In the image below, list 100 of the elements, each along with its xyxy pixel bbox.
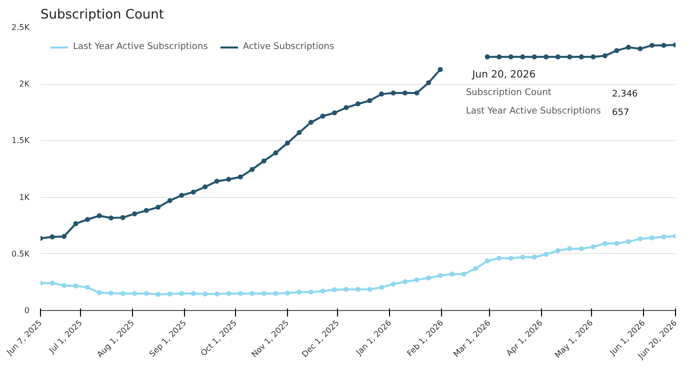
point xyxy=(484,258,490,264)
point xyxy=(379,92,384,97)
point xyxy=(284,140,290,146)
point xyxy=(50,280,55,286)
point xyxy=(661,234,666,240)
legend-label: Last Year Active Subscriptions xyxy=(73,42,208,52)
point xyxy=(62,234,67,239)
point xyxy=(578,54,584,60)
point xyxy=(438,273,443,278)
point xyxy=(190,291,196,296)
point xyxy=(156,292,161,297)
point xyxy=(202,291,208,296)
point xyxy=(390,282,396,287)
point xyxy=(120,291,126,296)
point xyxy=(661,42,666,48)
point xyxy=(450,272,455,277)
point xyxy=(344,286,349,292)
point xyxy=(614,48,620,54)
point xyxy=(344,105,349,110)
point xyxy=(414,277,420,282)
point xyxy=(649,235,654,240)
point xyxy=(426,276,432,281)
point xyxy=(638,46,643,52)
annotation: 2,346 xyxy=(612,90,638,100)
point xyxy=(50,234,55,240)
point xyxy=(379,284,384,290)
point xyxy=(426,80,432,86)
point xyxy=(108,216,114,221)
point xyxy=(202,184,208,190)
annotation: Jun 20, 2026 xyxy=(471,70,536,81)
point xyxy=(284,290,290,296)
y-tick-label: 1K xyxy=(19,192,30,202)
point xyxy=(414,90,420,96)
point xyxy=(214,178,220,184)
point xyxy=(638,236,643,242)
point xyxy=(320,288,326,294)
point xyxy=(484,54,490,60)
point xyxy=(73,283,78,288)
chart-title: Subscription Count xyxy=(40,8,164,22)
point xyxy=(508,54,514,60)
point xyxy=(590,54,596,60)
point xyxy=(273,150,278,156)
point xyxy=(250,166,255,172)
point xyxy=(273,291,278,296)
point xyxy=(226,291,232,296)
point xyxy=(62,282,67,288)
point xyxy=(555,54,560,60)
point xyxy=(555,248,560,254)
point xyxy=(85,284,90,290)
point xyxy=(296,130,302,136)
point xyxy=(532,54,537,60)
point xyxy=(544,54,549,60)
point xyxy=(190,190,196,195)
point xyxy=(544,252,549,257)
y-tick-label: 2.5K xyxy=(12,23,30,32)
point xyxy=(167,198,172,204)
point xyxy=(461,272,466,277)
point xyxy=(520,54,526,60)
point xyxy=(438,67,443,72)
point xyxy=(356,286,360,292)
point xyxy=(367,98,372,104)
point xyxy=(508,256,514,261)
point xyxy=(532,254,537,260)
point xyxy=(578,246,584,252)
point xyxy=(496,54,502,60)
y-tick-label: 2K xyxy=(19,80,30,89)
annotation: 657 xyxy=(612,108,630,118)
point xyxy=(614,240,620,246)
point xyxy=(332,287,337,292)
point xyxy=(567,246,572,252)
point xyxy=(144,291,149,296)
legend-label: Active Subscriptions xyxy=(242,42,334,52)
point xyxy=(626,239,631,244)
point xyxy=(649,42,654,48)
point xyxy=(238,291,243,296)
point xyxy=(167,291,172,296)
point xyxy=(108,290,114,296)
point xyxy=(356,101,360,106)
point xyxy=(496,256,502,261)
point xyxy=(296,290,302,295)
y-tick-label: 0 xyxy=(24,306,30,315)
point xyxy=(332,110,337,116)
point xyxy=(367,286,372,292)
point xyxy=(96,290,102,296)
point xyxy=(156,204,161,210)
point xyxy=(308,120,314,125)
point xyxy=(402,90,408,96)
point xyxy=(179,291,184,296)
point xyxy=(132,291,138,296)
point xyxy=(590,244,596,250)
point xyxy=(179,192,184,198)
point xyxy=(390,90,396,96)
point xyxy=(602,53,608,58)
annotation: Last Year Active Subscriptions xyxy=(466,106,602,116)
point xyxy=(250,291,255,296)
point xyxy=(144,208,149,214)
point xyxy=(626,44,631,50)
point xyxy=(132,211,138,216)
point xyxy=(238,174,243,180)
point xyxy=(120,215,126,220)
